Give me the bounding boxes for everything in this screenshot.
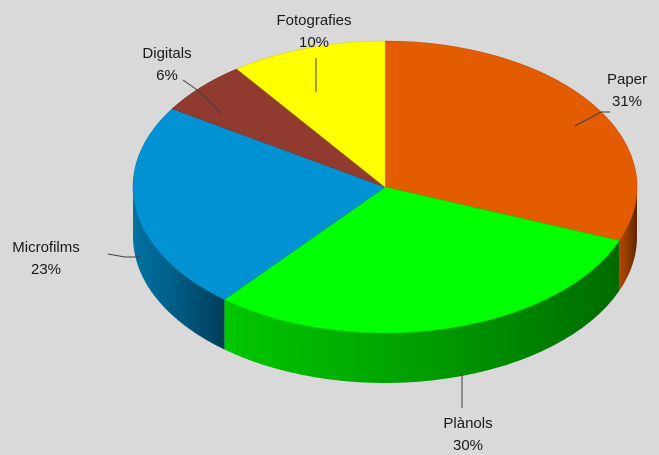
leader-line-digitals <box>182 79 223 115</box>
slice-value-planols: 30% <box>453 437 483 454</box>
slice-side-planols <box>224 240 620 383</box>
slice-planols <box>223 186 620 334</box>
slice-microfilms <box>132 108 386 300</box>
slice-side-paper <box>619 187 637 291</box>
slice-labels: Paper 31% Plànols 30% Microfilms 23% Digitals 6… <box>12 12 647 454</box>
leader-line-paper <box>574 111 610 127</box>
slice-name-fotografies: Fotografies <box>276 12 351 29</box>
pie-sides <box>133 187 637 383</box>
slice-fotografies <box>236 40 386 188</box>
slice-name-paper: Paper <box>607 71 647 88</box>
leader-lines <box>107 58 610 408</box>
slice-value-digitals: 6% <box>156 67 178 84</box>
pie-tops <box>132 40 638 334</box>
slice-side-microfilms <box>133 187 225 350</box>
leader-line-microfilms <box>107 253 141 258</box>
slice-value-fotografies: 10% <box>299 34 329 51</box>
slice-value-microfilms: 23% <box>31 261 61 278</box>
slice-name-digitals: Digitals <box>142 45 191 62</box>
slice-name-microfilms: Microfilms <box>12 239 80 256</box>
slice-value-paper: 31% <box>612 93 642 110</box>
slice-name-planols: Plànols <box>443 415 492 432</box>
slice-paper <box>384 40 638 242</box>
